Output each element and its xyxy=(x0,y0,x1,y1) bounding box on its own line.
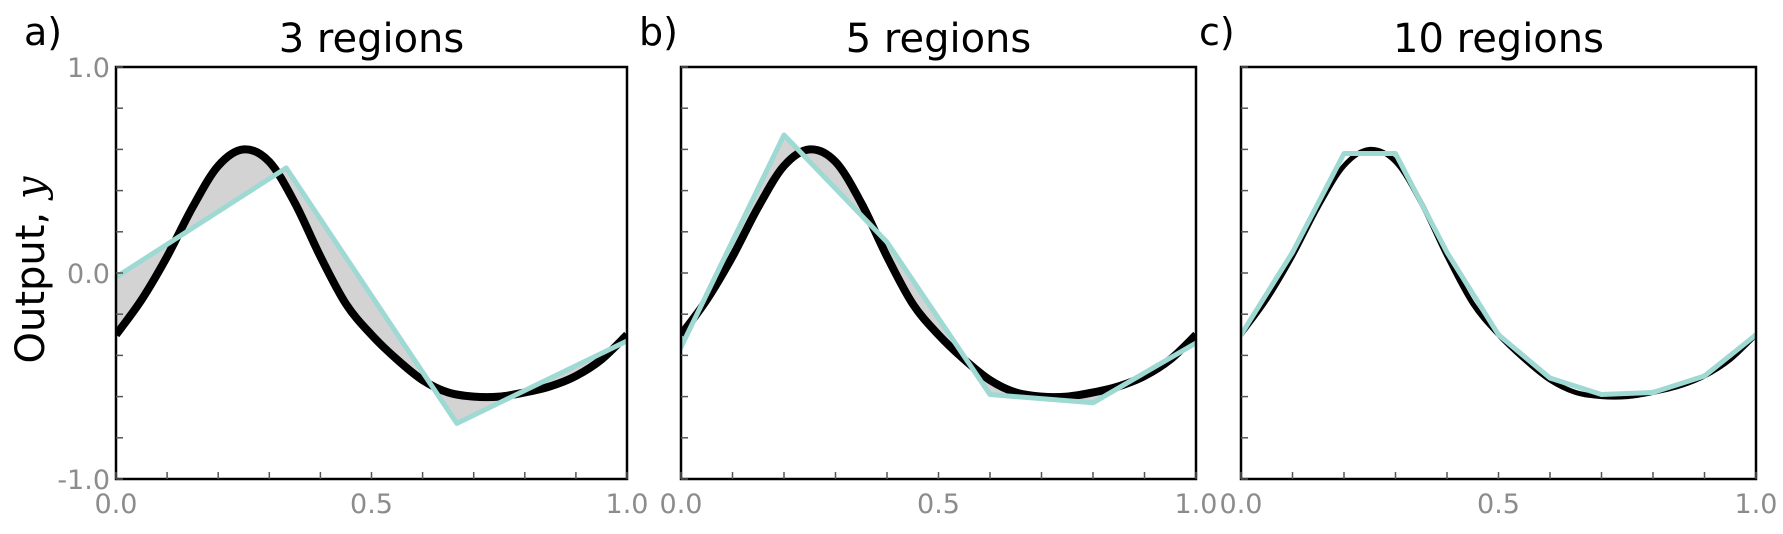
panel-b: 0.0 0.5 1.0 b) 5 regions xyxy=(639,10,1217,520)
y-tick-label: -1.0 xyxy=(57,465,110,496)
panel-c: 0.0 0.5 1.0 c) 10 regions xyxy=(1199,10,1777,520)
panel-title: 10 regions xyxy=(1393,16,1604,62)
x-tick-label: 0.5 xyxy=(917,489,960,520)
x-tick-label: 1.0 xyxy=(1175,489,1218,520)
x-tick-label: 0.0 xyxy=(95,489,138,520)
y-axis-label-variable: y xyxy=(8,175,54,201)
axes-frame xyxy=(1239,65,1758,481)
plot-area xyxy=(116,145,627,426)
true-function-line xyxy=(1241,146,1756,400)
panel-letter: b) xyxy=(639,10,678,54)
x-tick-label: 0.0 xyxy=(1220,489,1263,520)
x-tick-label: 0.0 xyxy=(660,489,703,520)
x-tick-label: 1.0 xyxy=(606,489,649,520)
axes-frame xyxy=(114,65,629,481)
panel-a: 0.0 0.5 1.0-1.00.01.0a) 3 regions xyxy=(24,10,648,520)
panel-title: 5 regions xyxy=(846,16,1032,62)
y-axis-label-text: Output, xyxy=(8,199,54,363)
x-tick-label: 1.0 xyxy=(1735,489,1778,520)
axes-frame xyxy=(679,65,1198,481)
true-function-line xyxy=(681,145,1196,402)
approximation-line xyxy=(681,132,1196,406)
panel-letter: c) xyxy=(1199,10,1235,54)
x-tick-label: 0.5 xyxy=(1477,489,1520,520)
panel-title: 3 regions xyxy=(279,16,465,62)
plot-area xyxy=(1241,146,1756,400)
error-region xyxy=(681,134,1196,403)
plot-area xyxy=(681,132,1196,406)
approximation-line xyxy=(116,165,627,426)
y-axis-label: Output, y xyxy=(8,175,54,363)
approximation-line xyxy=(1241,151,1756,398)
y-tick-label: 1.0 xyxy=(67,53,110,84)
true-function-line xyxy=(116,145,627,402)
y-tick-label: 0.0 xyxy=(67,259,110,290)
x-tick-label: 0.5 xyxy=(350,489,393,520)
panel-letter: a) xyxy=(24,10,62,54)
